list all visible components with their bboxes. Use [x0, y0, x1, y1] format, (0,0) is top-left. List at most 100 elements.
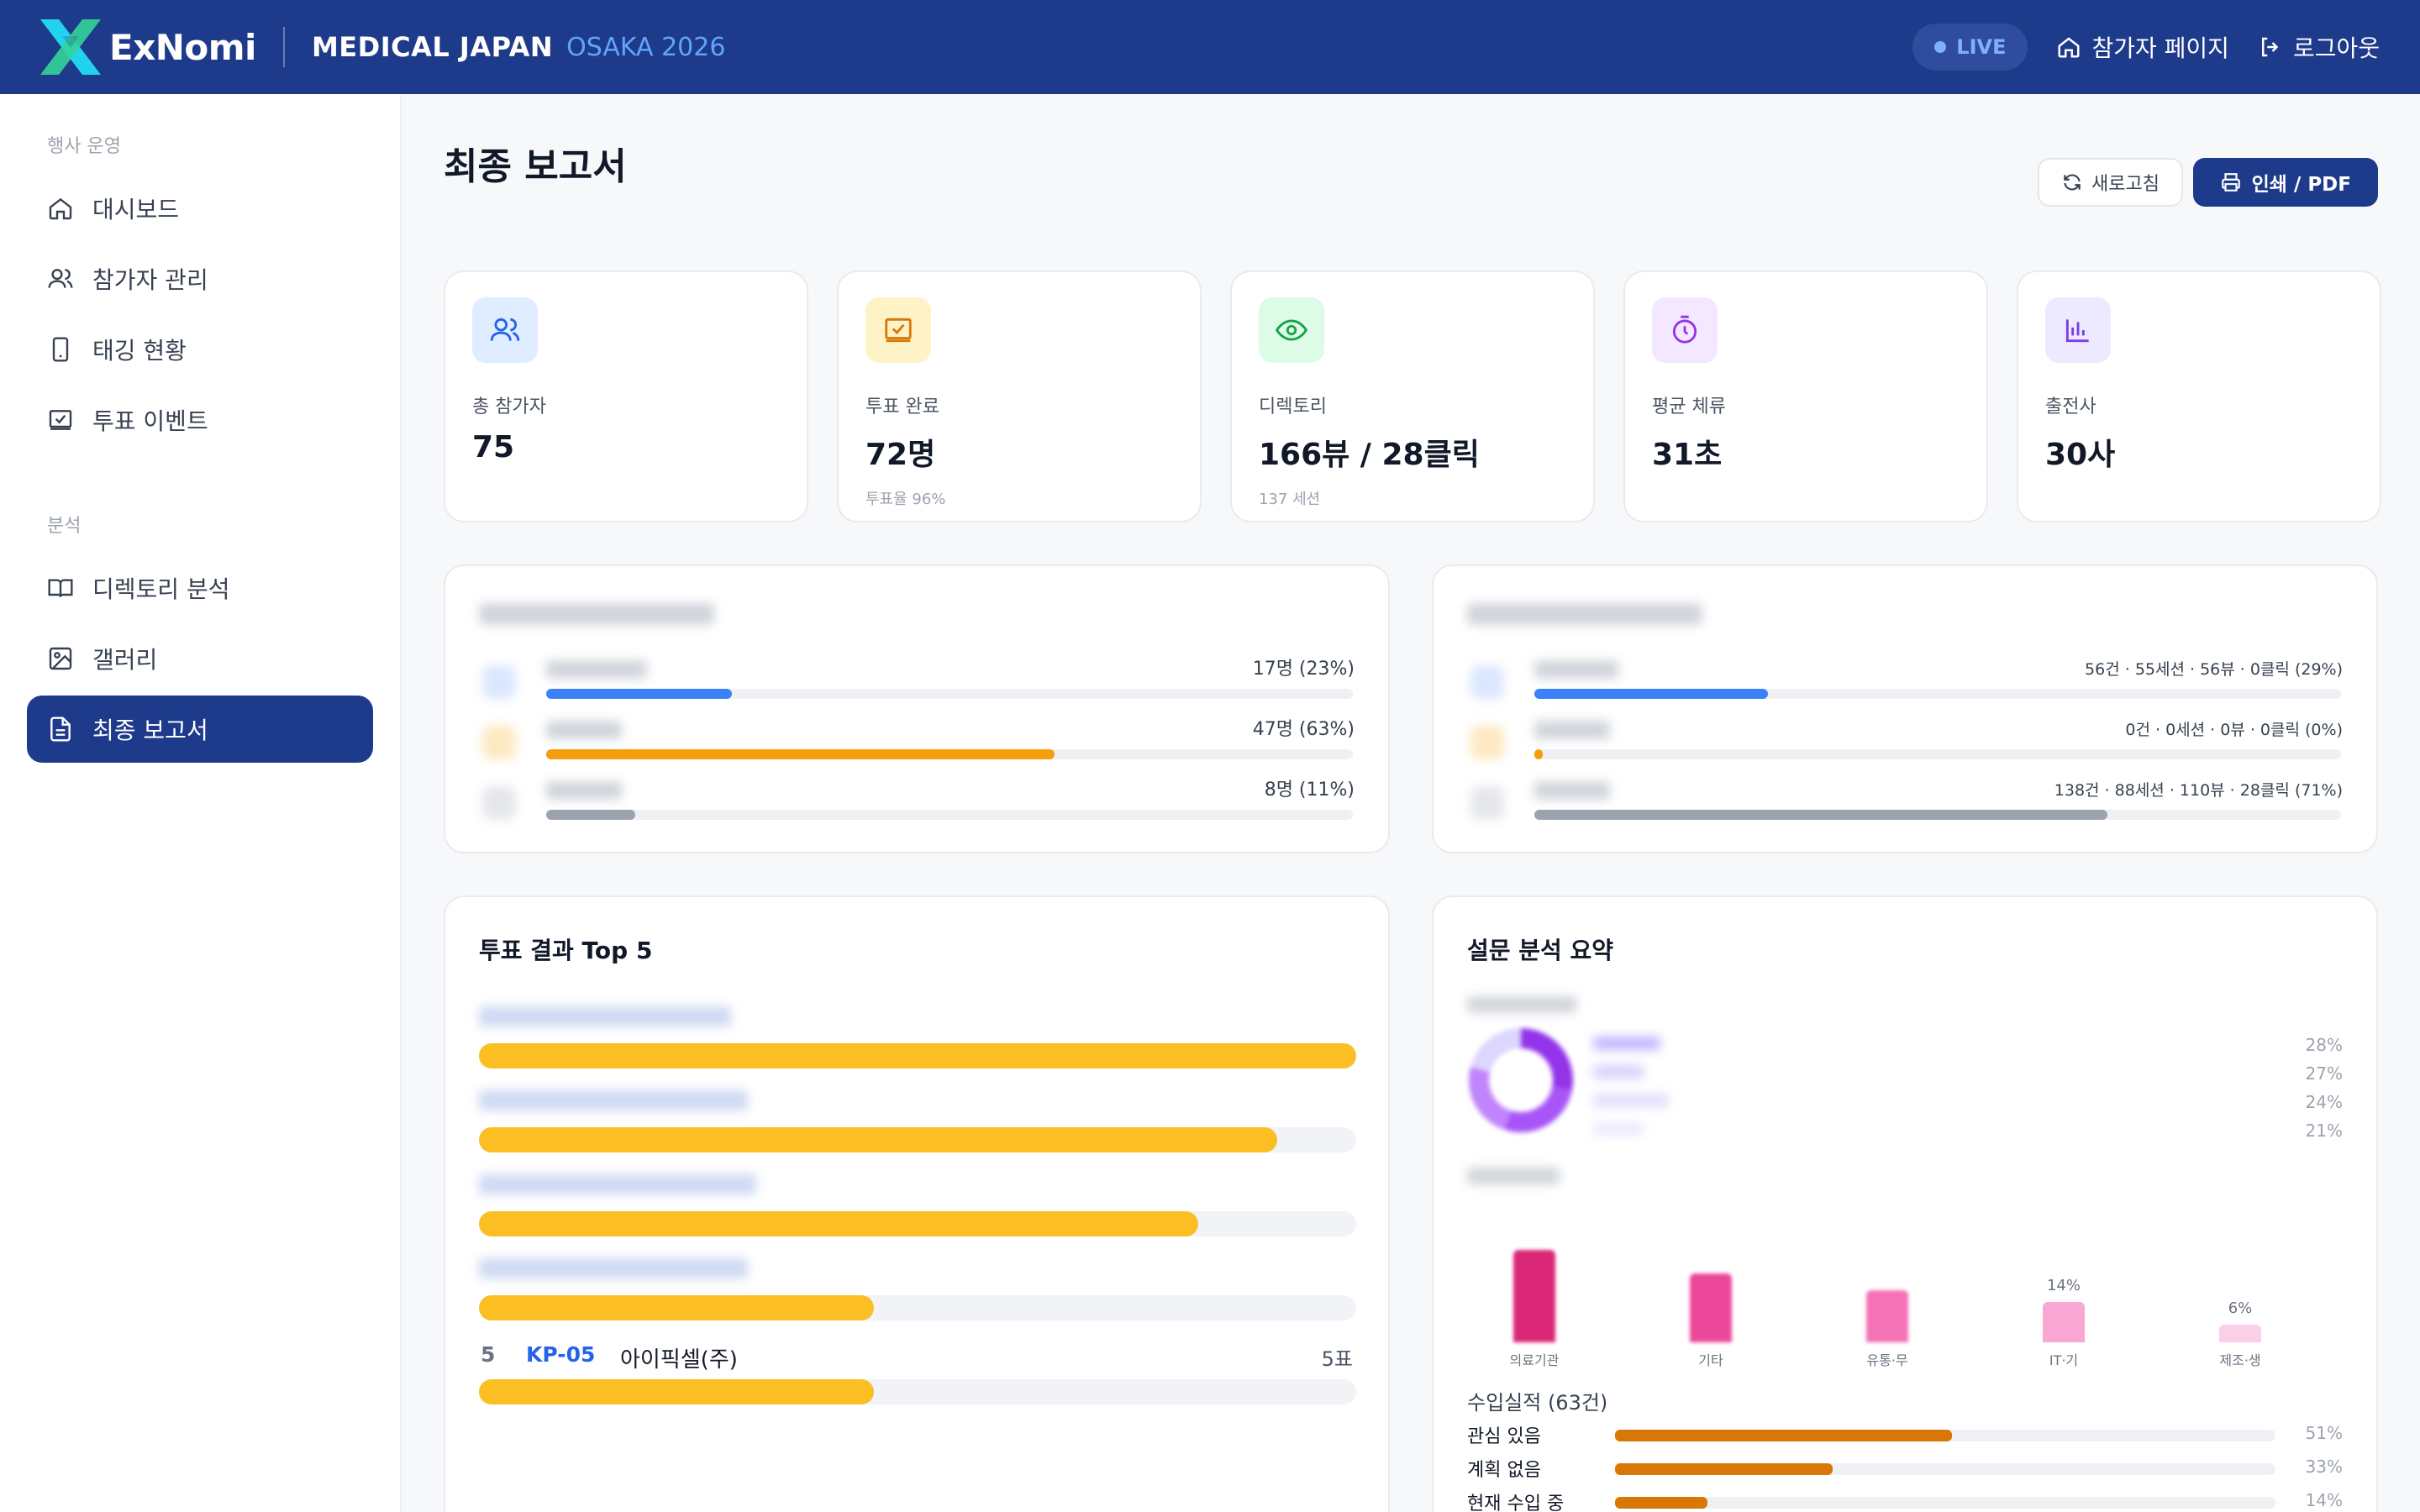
directory-row-value: 56건 · 55세션 · 56뷰 · 0클릭 (29%) — [2085, 660, 2343, 679]
sidebar-item-gallery[interactable]: 갤러리 — [27, 625, 373, 692]
top5-row-label — [479, 1006, 731, 1026]
industry-bar — [1690, 1273, 1732, 1342]
top5-votes: 5표 — [1321, 1347, 1353, 1371]
top5-fill — [479, 1043, 1356, 1068]
top5-row-label — [479, 1174, 756, 1194]
top5-fill — [479, 1127, 1278, 1152]
sidebar-item-label: 최종 보고서 — [92, 717, 208, 744]
stat-sub: 137 세션 — [1259, 491, 1321, 508]
event-location: OSAKA 2026 — [566, 32, 726, 62]
vote-row-value: 8명 (11%) — [1264, 780, 1355, 801]
live-label: LIVE — [1956, 35, 2007, 59]
stat-card-exhibitors: 출전사 30사 — [2017, 270, 2381, 522]
directory-row-fill — [1534, 689, 1769, 699]
directory-row-value: 138건 · 88세션 · 110뷰 · 28클릭 (71%) — [2054, 781, 2343, 800]
sidebar-item-dashboard[interactable]: 대시보드 — [27, 175, 373, 242]
vote-row-track — [546, 689, 1353, 699]
home-icon — [2058, 37, 2080, 58]
top5-rank: 5 — [481, 1342, 496, 1367]
row-icon — [482, 726, 516, 759]
donut-slice — [1469, 1028, 1573, 1132]
industry-value-label: 6% — [2228, 1299, 2253, 1318]
print-pdf-button[interactable]: 인쇄 / PDF — [2192, 158, 2378, 207]
donut-pct-0: 28% — [2305, 1035, 2343, 1055]
import-row-track — [1615, 1430, 2275, 1441]
industry-bar-chart: 의료기관 기타 유통·무 IT·기 14% 제조·생 6% — [1467, 1216, 2344, 1376]
top5-track — [479, 1379, 1356, 1404]
sidebar-item-participants[interactable]: 참가자 관리 — [27, 245, 373, 312]
import-row-fill — [1615, 1463, 1833, 1475]
sidebar-item-directory-analysis[interactable]: 디렉토리 분석 — [27, 554, 373, 622]
stat-value: 72명 — [865, 438, 936, 472]
survey-card: 설문 분석 요약 28% 27% 24% 21% 의료기관 기타 유통·무 IT·기 1… — [1432, 895, 2378, 1512]
sidebar-item-label: 태깅 현황 — [92, 337, 187, 365]
stat-value: 166뷰 / 28클릭 — [1259, 438, 1480, 472]
top5-fill — [479, 1295, 874, 1320]
stat-value: 30사 — [2045, 438, 2116, 472]
printer-icon — [2221, 173, 2240, 192]
row-label-placeholder — [546, 781, 622, 800]
header-divider — [282, 27, 285, 67]
stat-value: 31초 — [1652, 438, 1723, 472]
top5-track — [479, 1211, 1356, 1236]
industry-value-label: 14% — [2046, 1276, 2081, 1294]
industry-label-placeholder — [1467, 1168, 1560, 1184]
directory-usage-card: 56건 · 55세션 · 56뷰 · 0클릭 (29%) 0건 · 0세션 · … — [1432, 564, 2378, 853]
directory-row-value: 0건 · 0세션 · 0뷰 · 0클릭 (0%) — [2125, 721, 2343, 739]
stat-sub: 투표율 96% — [865, 491, 946, 508]
donut-pct-3: 21% — [2305, 1121, 2343, 1141]
participant-page-link[interactable]: 참가자 페이지 — [2056, 30, 2229, 64]
donut-legend — [1593, 1037, 1669, 1137]
users-icon — [48, 269, 73, 288]
import-title: 수입실적 (63건) — [1467, 1391, 1608, 1415]
sidebar-item-tagging[interactable]: 태깅 현황 — [27, 316, 373, 383]
refresh-button[interactable]: 새로고침 — [2038, 158, 2183, 207]
industry-bar — [1513, 1250, 1555, 1342]
top5-title: 투표 결과 Top 5 — [479, 937, 653, 964]
top5-name: 아이픽셀(주) — [620, 1347, 738, 1373]
donut-pct-1: 27% — [2305, 1063, 2343, 1084]
industry-category-label: 의료기관 — [1509, 1352, 1560, 1368]
directory-row-track — [1534, 810, 2341, 820]
brand-logo[interactable]: ExNomi — [40, 19, 256, 75]
sidebar-item-vote-events[interactable]: 투표 이벤트 — [27, 386, 373, 454]
row-label-placeholder — [546, 660, 647, 679]
sidebar-item-label: 참가자 관리 — [92, 266, 208, 294]
row-icon — [1470, 786, 1504, 820]
logo-mark-icon — [40, 19, 101, 75]
stat-label: 평균 체류 — [1652, 396, 1726, 417]
logout-icon — [2261, 37, 2279, 57]
stat-label: 총 참가자 — [472, 396, 546, 417]
top5-code: KP-05 — [526, 1342, 596, 1367]
card-title-placeholder — [1467, 603, 1702, 625]
vote-row-fill — [546, 689, 732, 699]
home-icon — [49, 197, 72, 220]
main-content: 최종 보고서 새로고침 인쇄 / PDF 총 참가자 75 투표 완료 72명 … — [402, 94, 2420, 1512]
logout-link[interactable]: 로그아웃 — [2258, 30, 2380, 64]
sidebar-section-analysis: 분석 — [47, 516, 82, 537]
vote-row-fill — [546, 810, 635, 820]
stat-label: 디렉토리 — [1259, 396, 1327, 417]
live-badge: LIVE — [1912, 24, 2028, 71]
top-header: ExNomi MEDICAL JAPAN OSAKA 2026 LIVE 참가자… — [0, 0, 2420, 94]
sidebar-item-label: 투표 이벤트 — [92, 407, 208, 435]
row-icon — [482, 786, 516, 820]
donut-label-placeholder — [1467, 996, 1576, 1013]
directory-row-track — [1534, 689, 2341, 699]
top5-row-label — [479, 1258, 748, 1278]
donut-pct-2: 24% — [2305, 1092, 2343, 1112]
eye-icon — [1259, 297, 1324, 363]
brand-name: ExNomi — [109, 26, 256, 68]
sidebar-item-final-report[interactable]: 최종 보고서 — [27, 696, 373, 763]
image-icon — [49, 647, 72, 670]
sidebar-item-label: 대시보드 — [92, 196, 180, 223]
industry-bar — [1866, 1290, 1908, 1342]
import-row-pct: 33% — [2305, 1457, 2343, 1477]
row-icon — [1470, 726, 1504, 759]
row-label-placeholder — [1534, 781, 1610, 800]
row-icon — [1470, 665, 1504, 699]
sidebar-item-label: 갤러리 — [92, 646, 158, 674]
import-row-label: 현재 수입 중 — [1467, 1494, 1565, 1512]
industry-bar — [2219, 1325, 2261, 1342]
chart-icon — [2045, 297, 2111, 363]
